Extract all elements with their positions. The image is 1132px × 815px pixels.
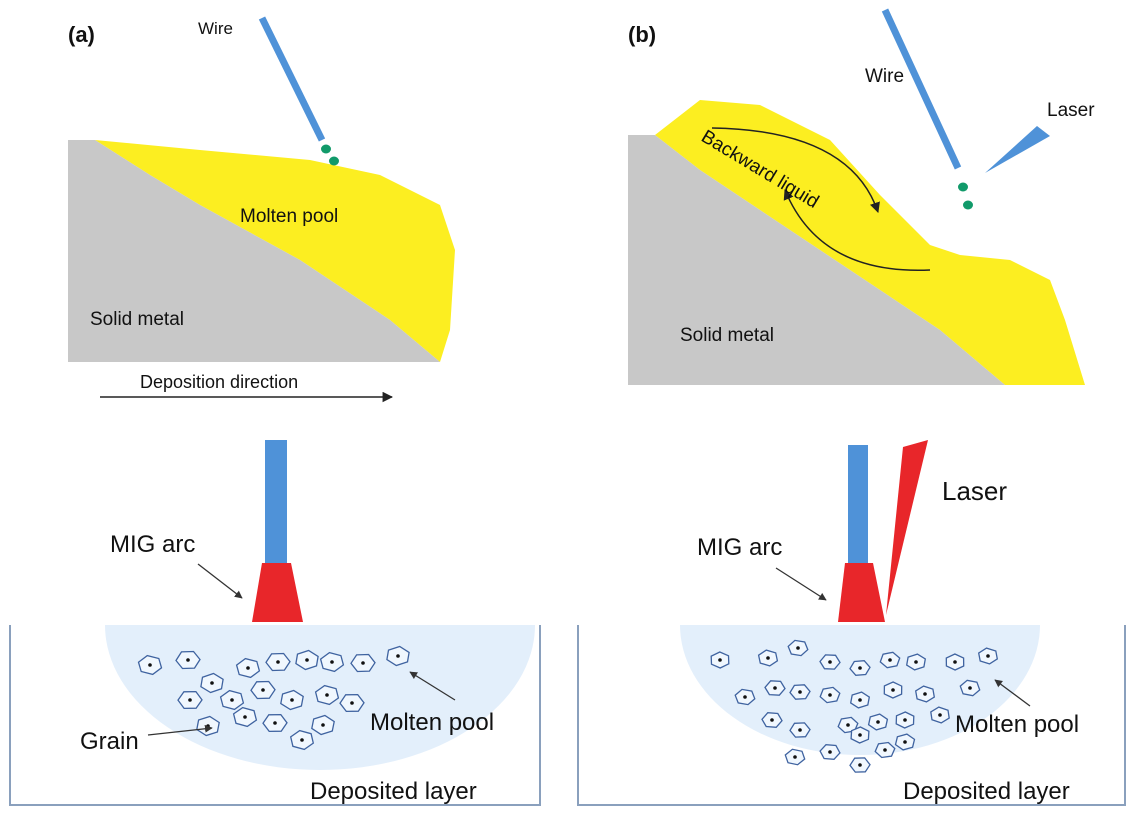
- layer-label: Deposited layer: [310, 778, 477, 805]
- grain-nucleus: [793, 755, 797, 759]
- panel-b-bottom: Laser MIG arc Molten pool Deposited laye…: [578, 440, 1125, 805]
- arc: [252, 563, 303, 622]
- arc: [838, 563, 885, 622]
- laser-label: Laser: [942, 476, 1007, 506]
- direction-label: Deposition direction: [140, 372, 298, 392]
- grain-nucleus: [261, 688, 265, 692]
- panel-a-bottom: MIG arc Grain Molten pool Deposited laye…: [10, 440, 540, 805]
- grain-nucleus: [718, 658, 722, 662]
- grain-nucleus: [858, 666, 862, 670]
- grain-nucleus: [828, 693, 832, 697]
- grain-nucleus: [186, 658, 190, 662]
- grain-nucleus: [858, 698, 862, 702]
- grain-nucleus: [330, 660, 334, 664]
- grain-nucleus: [243, 715, 247, 719]
- grain-nucleus: [325, 693, 329, 697]
- pool-label: Molten pool: [955, 711, 1079, 738]
- droplet: [321, 145, 331, 154]
- grain-nucleus: [770, 718, 774, 722]
- grain-nucleus: [210, 681, 214, 685]
- grain-nucleus: [206, 724, 210, 728]
- grain-nucleus: [888, 658, 892, 662]
- grain-nucleus: [891, 688, 895, 692]
- grain-nucleus: [828, 660, 832, 664]
- solid-label: Solid metal: [680, 325, 774, 346]
- grain-nucleus: [798, 728, 802, 732]
- wire: [848, 445, 868, 564]
- grain-nucleus: [230, 698, 234, 702]
- wire-label: Wire: [198, 19, 233, 38]
- panel-b-top: (b) Wire Laser Backward liquid Solid met…: [628, 10, 1095, 385]
- wire: [265, 440, 287, 564]
- laser-label: Laser: [1047, 100, 1095, 121]
- wire: [885, 10, 958, 168]
- panel-a-top: (a) Wire Molten pool Solid metal Deposit…: [68, 18, 455, 397]
- grain-nucleus: [903, 740, 907, 744]
- grain-nucleus: [986, 654, 990, 658]
- wire-label: Wire: [865, 66, 904, 87]
- laser: [985, 126, 1050, 173]
- droplet: [963, 201, 973, 210]
- figure: (a) Wire Molten pool Solid metal Deposit…: [0, 0, 1132, 815]
- droplet: [329, 157, 339, 166]
- grain-nucleus: [246, 666, 250, 670]
- layer-label: Deposited layer: [903, 778, 1070, 805]
- grain-nucleus: [276, 660, 280, 664]
- grain-label: Grain: [80, 728, 139, 755]
- grain-nucleus: [923, 692, 927, 696]
- grain-nucleus: [300, 738, 304, 742]
- grain-nucleus: [148, 663, 152, 667]
- panel-label: (b): [628, 22, 656, 47]
- pool-label: Molten pool: [370, 709, 494, 736]
- grain-nucleus: [796, 646, 800, 650]
- grain-nucleus: [953, 660, 957, 664]
- pool-label: Molten pool: [240, 206, 338, 227]
- grain-nucleus: [858, 733, 862, 737]
- arc-label: MIG arc: [697, 534, 782, 561]
- grain-nucleus: [290, 698, 294, 702]
- grain-nucleus: [321, 723, 325, 727]
- grain-nucleus: [743, 695, 747, 699]
- grain-nucleus: [273, 721, 277, 725]
- arc-label: MIG arc: [110, 531, 195, 558]
- grain-nucleus: [773, 686, 777, 690]
- grain-nucleus: [968, 686, 972, 690]
- grain-nucleus: [350, 701, 354, 705]
- grain-nucleus: [305, 658, 309, 662]
- grain-nucleus: [903, 718, 907, 722]
- arrow: [776, 568, 826, 600]
- grain-nucleus: [846, 723, 850, 727]
- grain-nucleus: [361, 661, 365, 665]
- grain-nucleus: [828, 750, 832, 754]
- grain-nucleus: [883, 748, 887, 752]
- grain-nucleus: [938, 713, 942, 717]
- wire: [262, 18, 322, 140]
- panel-label: (a): [68, 22, 95, 47]
- arrow: [198, 564, 242, 598]
- laser: [886, 440, 928, 615]
- grain-nucleus: [766, 656, 770, 660]
- droplet: [958, 183, 968, 192]
- grain-nucleus: [798, 690, 802, 694]
- solid-label: Solid metal: [90, 309, 184, 330]
- grain-nucleus: [876, 720, 880, 724]
- grain-nucleus: [858, 763, 862, 767]
- grain-nucleus: [914, 660, 918, 664]
- grain-nucleus: [396, 654, 400, 658]
- grain-nucleus: [188, 698, 192, 702]
